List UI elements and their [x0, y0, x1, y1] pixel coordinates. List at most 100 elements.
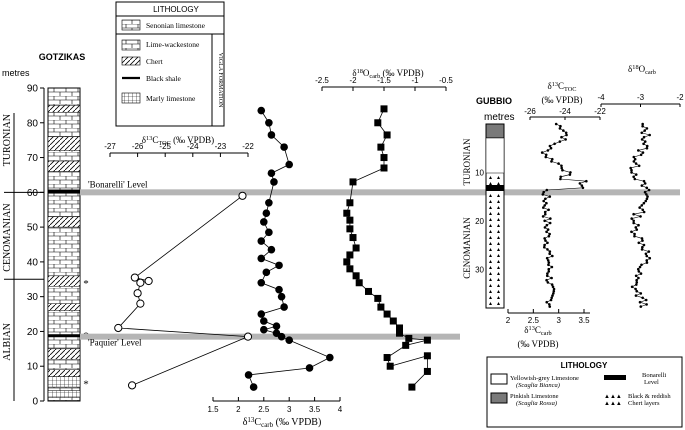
top-legend-item-4: Marly limestone — [146, 94, 196, 103]
data-point — [380, 105, 388, 113]
gubbio-oxygen-point — [632, 212, 635, 216]
gubbio-toc-point — [552, 289, 556, 293]
gubbio-oxygen-point — [639, 305, 643, 308]
gubbio-toc-point — [547, 267, 551, 271]
bottom-legend-frame — [486, 356, 683, 428]
gubbio-toc-point — [550, 160, 553, 163]
data-point — [257, 278, 266, 287]
gubbio-toc-point — [559, 175, 563, 179]
gubbio-toc-point — [549, 217, 552, 220]
gubbio-toc-point — [543, 237, 546, 240]
gubbio-toc-point — [546, 281, 550, 284]
gubbio-oxygen-point — [641, 122, 644, 126]
gubbio-section: GUBBIOmetres102030TURONIANCENOMANIAN-26-… — [462, 64, 684, 349]
data-point — [346, 225, 354, 233]
axis-label-toc: δ13CTOC (‰ VPDB) — [142, 135, 214, 147]
gubbio-toc-point — [546, 259, 550, 262]
data-point — [383, 354, 391, 362]
x-tick-label: -22 — [594, 107, 606, 116]
gubbio-toc-point — [543, 243, 546, 247]
gotzikas-title: GOTZIKAS — [39, 52, 86, 62]
chert-band — [47, 369, 81, 377]
gubbio-toc-point — [544, 197, 547, 201]
x-tick-label: -22 — [242, 142, 254, 151]
gubbio-oxygen-point — [640, 248, 644, 251]
gubbio-toc-point — [544, 153, 548, 157]
gubbio-depth-label: 30 — [475, 265, 484, 274]
gubbio-oxygen-point — [642, 210, 646, 214]
gubbio-carb-unit: (‰ VPDB) — [517, 339, 558, 349]
bottom-legend-item-0: Yellowish-grey Limestone — [510, 375, 579, 382]
axis-label-oxygen: δ18Ocarb (‰ VPDB) — [352, 68, 423, 80]
data-point — [243, 332, 253, 341]
gubbio-oxygen-point — [645, 186, 649, 190]
gubbio-toc-point — [550, 157, 554, 161]
gubbio-oxygen-point — [634, 294, 638, 297]
data-point — [326, 353, 334, 362]
gubbio-toc-point — [560, 166, 563, 170]
gubbio-oxygen-point — [640, 184, 644, 187]
data-point — [383, 310, 391, 318]
gubbio-toc-point — [548, 252, 551, 256]
data-point — [244, 371, 253, 379]
depth-tick-label: 60 — [27, 188, 39, 199]
wackestone-swatch — [121, 39, 141, 51]
gubbio-toc-point — [547, 270, 551, 273]
gubbio-oxygen-point — [632, 175, 635, 179]
gubbio-oxygen-point — [645, 303, 648, 306]
scaglia-bianca-swatch — [490, 373, 508, 385]
gubbio-toc-point — [543, 212, 547, 216]
chert-swatch — [121, 56, 141, 66]
x-tick-label: -1.5 — [377, 76, 391, 85]
chert-band — [47, 105, 81, 113]
x-tick-label: -3 — [637, 93, 645, 102]
gubbio-oxygen-point — [640, 204, 644, 207]
gubbio-oxygen-point — [634, 226, 638, 229]
gubbio-toc-point — [551, 254, 554, 258]
marly-swatch — [121, 92, 141, 104]
chert-band — [47, 160, 81, 172]
data-point — [355, 279, 363, 287]
data-point — [257, 310, 266, 318]
gubbio-oxygen-point — [630, 285, 634, 289]
x-tick-label: -24 — [559, 107, 571, 116]
gubbio-oxygen-point — [643, 140, 647, 143]
paquier-black-shale — [48, 334, 80, 338]
gubbio-oxygen-point — [630, 171, 633, 174]
chert-swatch-glyph: ▲▲▲ — [604, 401, 622, 407]
gubbio-oxygen-point — [634, 283, 638, 286]
gubbio-toc-point — [548, 305, 552, 308]
data-point — [346, 216, 354, 224]
chert-band — [47, 303, 81, 311]
data-point — [396, 324, 403, 332]
x-tick-label: -2 — [676, 93, 684, 102]
data-point — [402, 341, 410, 349]
bonarelli-black-shale — [48, 189, 80, 194]
gubbio-oxygen-point — [645, 254, 649, 258]
gubbio-toc-label: δ13CTOC — [547, 81, 576, 93]
gubbio-oxygen-point — [630, 217, 633, 220]
top-lithology-legend: LITHOLOGY Senonian limestone VIGLA FORMA… — [115, 1, 225, 127]
x-tick-label: 3.5 — [578, 316, 590, 325]
marly-band — [47, 376, 81, 388]
gubbio-oxygen-point — [641, 245, 644, 249]
gotzikas-lithology-column — [47, 87, 81, 402]
gubbio-toc-point — [552, 287, 556, 291]
level-label-0: 'Bonarelli' Level — [88, 179, 148, 189]
gubbio-depth-label: 10 — [475, 168, 484, 177]
gubbio-oxygen-point — [642, 201, 646, 205]
data-point — [277, 292, 286, 301]
x-tick-label: 2.5 — [258, 405, 270, 414]
data-point — [343, 209, 351, 217]
data-point — [386, 362, 394, 370]
gubbio-toc-point — [548, 144, 552, 148]
bottom-legend-item-2b: Level — [644, 379, 659, 386]
depth-tick-label: 70 — [27, 153, 39, 164]
gubbio-oxygen-point — [639, 153, 643, 157]
gubbio-oxygen-point — [637, 223, 640, 227]
gubbio-oxygen-point — [642, 179, 646, 183]
gubbio-toc-point — [560, 164, 563, 168]
data-point — [277, 332, 286, 341]
gubbio-oxygen-curve: -4 -3 -2 δ18Ocarb — [597, 64, 684, 308]
gubbio-toc-point — [546, 228, 550, 231]
